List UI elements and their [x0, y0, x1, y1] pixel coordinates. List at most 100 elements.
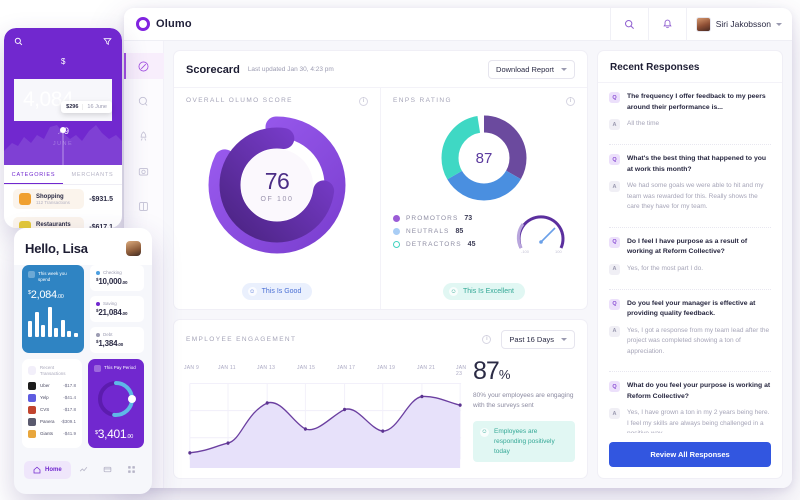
amount-decimals: .00 — [56, 294, 64, 301]
chart-tooltip: $296 16 June — [61, 101, 112, 113]
wallet-phone-card: Hello, Lisa This week you spend $2,084.0… — [14, 228, 152, 494]
table-row[interactable]: Panera -$309.1 — [28, 417, 76, 426]
smiley-icon: ☺ — [247, 287, 257, 296]
wallet-header: Hello, Lisa — [14, 228, 152, 265]
legend-item: DETRACTORS 45 — [393, 241, 475, 248]
info-icon[interactable]: i — [359, 97, 368, 106]
olumo-logo-icon — [136, 17, 150, 31]
chevron-down-icon — [561, 68, 567, 71]
clock-icon — [94, 365, 101, 372]
nav-item-card[interactable] — [96, 465, 118, 474]
restaurants-icon — [19, 221, 31, 228]
yelp-icon — [28, 393, 36, 402]
answer-row: A Yes, I have grown a ton in my 2 years … — [609, 408, 771, 433]
list-item[interactable]: Shopping 112 Transactions -$931.5 — [4, 185, 122, 213]
account-name: Saving — [103, 301, 117, 306]
search-icon[interactable] — [14, 37, 23, 46]
x-tick-label: JAN 9 — [184, 365, 200, 371]
pay-period-amount: $3,401.00 — [95, 427, 133, 441]
question-badge: Q — [609, 298, 620, 310]
info-icon[interactable]: i — [566, 97, 575, 106]
svg-text:-100: -100 — [521, 249, 530, 254]
engagement-badge: ☺ Employees are responding positively to… — [473, 421, 575, 463]
answer-badge: A — [609, 325, 620, 337]
overall-score-donut-chart — [208, 116, 346, 254]
answer-text: Yes, for the most part I do. — [627, 264, 703, 272]
enps-score-value: 87 — [475, 149, 493, 167]
table-row[interactable]: Yelp -$41.4 — [28, 393, 76, 402]
receipt-icon — [28, 366, 36, 376]
spend-amount: $4,084.49 — [14, 57, 112, 139]
tab-merchants[interactable]: MERCHANTS — [71, 172, 114, 178]
currency-symbol: $ — [28, 290, 31, 297]
gauge-icon: -100 100 — [516, 215, 565, 254]
giants-icon — [28, 429, 36, 438]
search-button[interactable] — [609, 8, 648, 41]
answer-row: A Yes, for the most part I do. — [609, 263, 771, 275]
account-dot-icon — [96, 270, 100, 275]
sidebar-item-book[interactable] — [124, 193, 164, 219]
enps-donut: 87 — [393, 110, 575, 206]
question-text: Do I feel I have purpose as a result of … — [627, 237, 748, 256]
period-selector[interactable]: Past 16 Days — [501, 330, 575, 349]
answer-badge: A — [609, 408, 620, 420]
transaction-value: -$309.1 — [60, 419, 76, 425]
account-label-row: Checking — [96, 270, 138, 275]
sidebar-item-camera[interactable] — [124, 158, 164, 184]
account-card-saving[interactable]: Saving $21,084.00 — [90, 296, 144, 322]
left-column: Scorecard Last updated Jan 30, 4:23 pm D… — [173, 50, 588, 479]
download-report-button[interactable]: Download Report — [488, 60, 575, 79]
account-dot-icon — [96, 301, 100, 306]
home-icon — [33, 466, 41, 474]
review-all-responses-button[interactable]: Review All Responses — [609, 442, 771, 467]
list-item[interactable]: Restaurants 88 Transactions -$617.1 — [4, 213, 122, 228]
responses-footer: Review All Responses — [598, 433, 782, 478]
transactions-title: Recent Transactions — [39, 365, 66, 376]
wallet-icon — [28, 271, 35, 278]
question-row: Q Do I feel I have purpose as a result o… — [609, 236, 771, 258]
responses-list[interactable]: Q The frequency I offer feedback to my p… — [598, 83, 782, 433]
nav-item-home[interactable]: Home — [24, 460, 71, 479]
filter-icon[interactable] — [103, 37, 112, 46]
avatar[interactable] — [126, 241, 141, 256]
nav-home-label: Home — [45, 466, 62, 473]
nav-item-grid[interactable] — [120, 465, 142, 474]
transactions-header: Recent Transactions — [28, 365, 76, 377]
sidebar-item-rocket[interactable] — [124, 123, 164, 149]
answer-badge: A — [609, 181, 620, 193]
uber-icon — [28, 381, 36, 390]
table-row[interactable]: Uber -$17.8 — [28, 381, 76, 390]
transaction-value: -$17.8 — [63, 407, 76, 413]
legend-item: PROMOTORS 73 — [393, 215, 475, 222]
list-item: Q The frequency I offer feedback to my p… — [609, 83, 771, 146]
category-chip: Shopping 112 Transactions — [13, 189, 85, 209]
table-row[interactable]: Giants -$41.9 — [28, 429, 76, 438]
tab-categories[interactable]: CATEGORIES — [4, 165, 63, 184]
cvs-icon — [28, 405, 36, 414]
sidebar-item-chat[interactable] — [124, 88, 164, 114]
x-tick-label: JAN 15 — [297, 365, 316, 371]
account-card-debt[interactable]: Debt $1,384.00 — [90, 327, 144, 353]
question-row: Q The frequency I offer feedback to my p… — [609, 92, 771, 113]
search-icon — [624, 19, 634, 29]
user-menu[interactable]: Siri Jakobsson — [685, 8, 792, 41]
brand-name: Olumo — [156, 18, 192, 30]
table-row[interactable]: CVS -$17.8 — [28, 405, 76, 414]
notifications-button[interactable] — [647, 8, 686, 41]
sidebar-item-compass[interactable] — [124, 53, 164, 79]
amount-value: 3,401 — [97, 426, 127, 441]
legend-value: 85 — [455, 228, 464, 235]
question-text: Do you feel your manager is effective at… — [627, 299, 756, 318]
question-text: The frequency I offer feedback to my pee… — [627, 93, 766, 111]
overall-score-value: 76 — [264, 167, 290, 194]
status-badge: ☺ This Is Excellent — [443, 283, 525, 300]
category-name: Restaurants — [36, 221, 71, 228]
account-card-checking[interactable]: Checking $10,000.00 — [90, 265, 144, 291]
info-icon[interactable]: i — [482, 335, 492, 344]
account-amount: $1,384.00 — [96, 339, 138, 348]
list-item: Q What do you feel your purpose is worki… — [609, 372, 771, 433]
nav-item-chart[interactable] — [73, 465, 95, 474]
status-badge-label: This Is Good — [261, 288, 302, 295]
question-badge: Q — [609, 154, 620, 166]
amount-value: 1,384 — [98, 339, 118, 348]
